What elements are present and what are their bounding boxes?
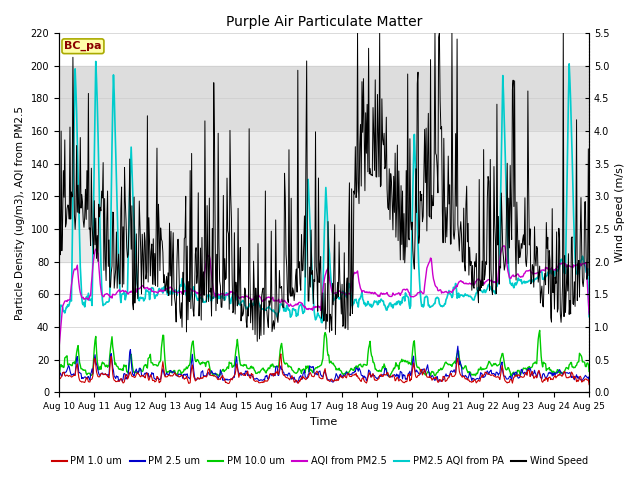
Title: Purple Air Particulate Matter: Purple Air Particulate Matter: [226, 15, 422, 29]
Y-axis label: Wind Speed (m/s): Wind Speed (m/s): [615, 163, 625, 262]
Y-axis label: Particle Density (ug/m3), AQI from PM2.5: Particle Density (ug/m3), AQI from PM2.5: [15, 106, 25, 320]
X-axis label: Time: Time: [310, 417, 338, 427]
Bar: [59, 131, 589, 262]
Text: BC_pa: BC_pa: [64, 41, 102, 51]
Bar: [59, 66, 589, 131]
Legend: PM 1.0 um, PM 2.5 um, PM 10.0 um, AQI from PM2.5, PM2.5 AQI from PA, Wind Speed: PM 1.0 um, PM 2.5 um, PM 10.0 um, AQI fr…: [48, 453, 592, 470]
